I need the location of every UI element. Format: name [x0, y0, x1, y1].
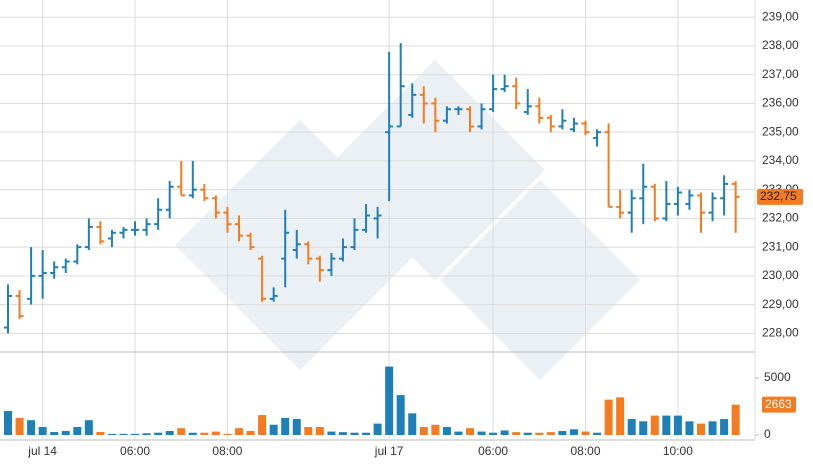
volume-bar: [431, 424, 440, 435]
volume-bar: [616, 397, 625, 435]
volume-bar: [523, 432, 532, 435]
x-tick-label: 08:00: [212, 444, 242, 458]
y-tick-label: 237,00: [762, 67, 799, 81]
volume-bar: [73, 427, 82, 435]
watermark-diamond: [440, 180, 640, 380]
volume-bar: [27, 420, 36, 435]
last-price-badge: [757, 188, 803, 205]
volume-bar: [281, 417, 290, 435]
volume-bar: [454, 431, 463, 435]
volume-bar: [362, 432, 371, 435]
volume-bar: [142, 433, 151, 435]
volume-bar: [673, 415, 682, 435]
volume-bar: [731, 404, 740, 435]
volume-bar: [650, 415, 659, 435]
volume-bar: [338, 432, 347, 435]
volume-bar: [61, 431, 70, 435]
volume-bar: [385, 366, 394, 435]
volume-bar: [304, 427, 313, 435]
volume-bar: [50, 432, 59, 435]
volume-bar: [639, 421, 648, 435]
y-tick-label: 232,00: [762, 211, 799, 225]
volume-bar: [223, 433, 232, 435]
x-tick-label: 10:00: [663, 444, 693, 458]
y-tick-label: 238,00: [762, 38, 799, 52]
volume-bar: [315, 427, 324, 435]
y-tick-label: 231,00: [762, 239, 799, 253]
volume-bar: [662, 415, 671, 435]
volume-bar: [685, 421, 694, 435]
volume-bar: [604, 399, 613, 435]
volume-bar: [697, 423, 705, 435]
volume-bar: [350, 432, 359, 435]
volume-bar: [593, 432, 602, 435]
volume-bar: [396, 395, 405, 435]
volume-bar: [535, 432, 544, 435]
watermark: [175, 60, 640, 380]
volume-bar: [38, 427, 47, 435]
volume-bar: [466, 428, 474, 435]
volume-bar: [489, 432, 498, 435]
y-tick-label: 229,00: [762, 297, 799, 311]
volume-bar: [558, 431, 567, 435]
last-volume-badge: [762, 396, 796, 413]
volume-bar: [373, 423, 382, 435]
volume-bar: [512, 432, 521, 435]
volume-bar: [84, 420, 93, 435]
x-tick-label: 08:00: [570, 444, 600, 458]
volume-bar: [211, 431, 220, 435]
y-tick-label: 235,00: [762, 124, 799, 138]
y-tick-label: 234,00: [762, 153, 799, 167]
volume-bar: [581, 431, 590, 435]
volume-bar: [442, 427, 451, 435]
x-tick-label: 06:00: [478, 444, 508, 458]
volume-bar: [165, 431, 174, 435]
volume-tick-label: 0: [764, 427, 771, 441]
volume-bar: [569, 429, 578, 435]
x-tick-label: 06:00: [120, 444, 150, 458]
volume-bar: [177, 428, 186, 435]
y-tick-label: 228,00: [762, 325, 799, 339]
volume-bar: [96, 432, 105, 435]
volume-bar: [246, 431, 255, 435]
volume-bar: [627, 419, 636, 435]
volume-bar: [200, 432, 209, 435]
volume-bar: [500, 430, 509, 435]
volume-bar: [107, 433, 116, 435]
last-volume-label: 2663: [765, 397, 792, 411]
volume-bar: [235, 428, 243, 435]
volume-bar: [546, 432, 555, 435]
volume-bar: [720, 419, 729, 435]
volume-bar: [327, 431, 336, 435]
volume-bar: [258, 415, 267, 435]
last-price-label: 232,75: [760, 189, 797, 203]
y-tick-label: 230,00: [762, 268, 799, 282]
y-tick-label: 236,00: [762, 96, 799, 110]
volume-bar: [408, 413, 417, 435]
volume-bar: [119, 433, 128, 435]
volume-bar: [708, 421, 717, 435]
y-tick-label: 239,00: [762, 9, 799, 23]
volume-bar: [4, 411, 12, 435]
x-tick-label: jul 17: [374, 444, 404, 458]
x-tick-label: jul 14: [27, 444, 57, 458]
volume-bar: [292, 419, 301, 435]
volume-bar: [154, 432, 163, 435]
volume-bar: [477, 431, 486, 435]
volume-bar: [419, 427, 428, 435]
watermark-diamond: [325, 60, 545, 280]
volume-bar: [15, 417, 24, 435]
volume-bar: [188, 432, 197, 435]
volume-bar: [131, 433, 140, 435]
volume-bar: [269, 424, 278, 435]
volume-tick-label: 5000: [764, 370, 791, 384]
